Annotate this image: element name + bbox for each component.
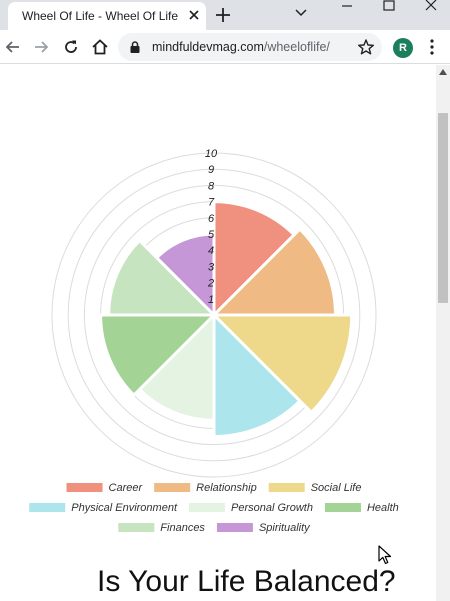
tick-label: 9	[208, 164, 214, 176]
forward-arrow-icon[interactable]	[32, 38, 50, 56]
url-path: /wheeloflife/	[263, 40, 330, 54]
chevron-down-icon[interactable]	[286, 0, 316, 26]
chart-legend: Career Relationship Social Life Physical En…	[29, 482, 399, 534]
page-content: 1 2 3 4 5 6 7 8 9 10 Career Relationship Social Lif…	[0, 65, 450, 601]
close-icon[interactable]	[187, 8, 201, 22]
legend-label[interactable]: Health	[367, 502, 399, 514]
more-options-icon[interactable]	[426, 38, 438, 56]
legend-swatch	[216, 523, 253, 532]
slice-personal-growth[interactable]	[138, 313, 216, 422]
bookmark-star-icon[interactable]	[357, 38, 375, 56]
chart-radial-ticks: 1 2 3 4 5 6 7 8 9 10	[205, 148, 218, 306]
slice-social-life[interactable]	[212, 313, 354, 414]
legend-label[interactable]: Social Life	[311, 482, 362, 494]
browser-toolbar: mindfuldevmag.com/wheeloflife/ R	[0, 30, 450, 64]
back-arrow-icon[interactable]	[4, 38, 22, 56]
slice-spirituality[interactable]	[155, 232, 216, 317]
page-heading: Is Your Life Balanced?	[97, 565, 396, 598]
url-text[interactable]: mindfuldevmag.com/wheeloflife/	[152, 40, 330, 54]
legend-swatch	[268, 483, 305, 492]
legend-label[interactable]: Physical Environment	[71, 502, 178, 514]
slice-relationship[interactable]	[212, 227, 337, 317]
legend-swatch	[189, 503, 226, 512]
tick-label: 4	[208, 245, 214, 257]
legend-label[interactable]: Personal Growth	[231, 502, 313, 514]
legend-label[interactable]: Finances	[160, 522, 205, 534]
maximize-button[interactable]	[374, 0, 404, 26]
home-icon[interactable]	[91, 38, 109, 56]
tab-title: Wheel Of Life - Wheel Of Life	[22, 9, 179, 23]
tick-label: 1	[208, 294, 214, 306]
legend-swatch	[154, 483, 191, 492]
tick-label: 2	[207, 278, 214, 290]
chart-slices	[99, 200, 354, 438]
mouse-cursor-icon	[378, 545, 392, 565]
tick-label: 6	[208, 213, 215, 225]
legend-swatch	[29, 503, 66, 512]
legend-label[interactable]: Spirituality	[259, 522, 311, 534]
tick-label: 5	[208, 229, 215, 241]
reload-icon[interactable]	[62, 38, 80, 56]
legend-swatch	[66, 483, 103, 492]
slice-finances[interactable]	[107, 239, 216, 317]
grid-ring	[51, 152, 377, 478]
scroll-up-arrow-icon[interactable]	[439, 69, 447, 75]
slice-health[interactable]	[99, 313, 216, 397]
grid-ring	[67, 168, 361, 462]
new-tab-button[interactable]	[214, 6, 232, 24]
tab-wheel-of-life[interactable]: Wheel Of Life - Wheel Of Life	[8, 2, 206, 30]
tick-label: 7	[208, 197, 215, 209]
wheel-of-life-chart: 1 2 3 4 5 6 7 8 9 10 Career Relationship Social Lif…	[29, 148, 399, 534]
url-host: mindfuldevmag.com	[152, 40, 264, 54]
legend-label[interactable]: Relationship	[196, 482, 257, 494]
address-bar[interactable]: mindfuldevmag.com/wheeloflife/	[118, 33, 382, 61]
lock-icon[interactable]	[128, 40, 142, 54]
legend-label[interactable]: Career	[109, 482, 144, 494]
profile-avatar[interactable]: R	[393, 38, 413, 58]
legend-swatch	[118, 523, 155, 532]
legend-swatch	[324, 503, 361, 512]
vertical-scrollbar[interactable]	[436, 65, 450, 601]
slice-career[interactable]	[212, 200, 296, 317]
minimize-button[interactable]	[332, 0, 362, 26]
tick-label: 3	[208, 261, 215, 273]
tick-label: 10	[205, 148, 218, 160]
slice-physical-environment[interactable]	[212, 313, 302, 438]
window-close-button[interactable]	[416, 0, 446, 26]
tab-strip: Wheel Of Life - Wheel Of Life	[0, 0, 450, 30]
tick-label: 8	[208, 180, 215, 192]
scrollbar-thumb[interactable]	[438, 113, 448, 303]
